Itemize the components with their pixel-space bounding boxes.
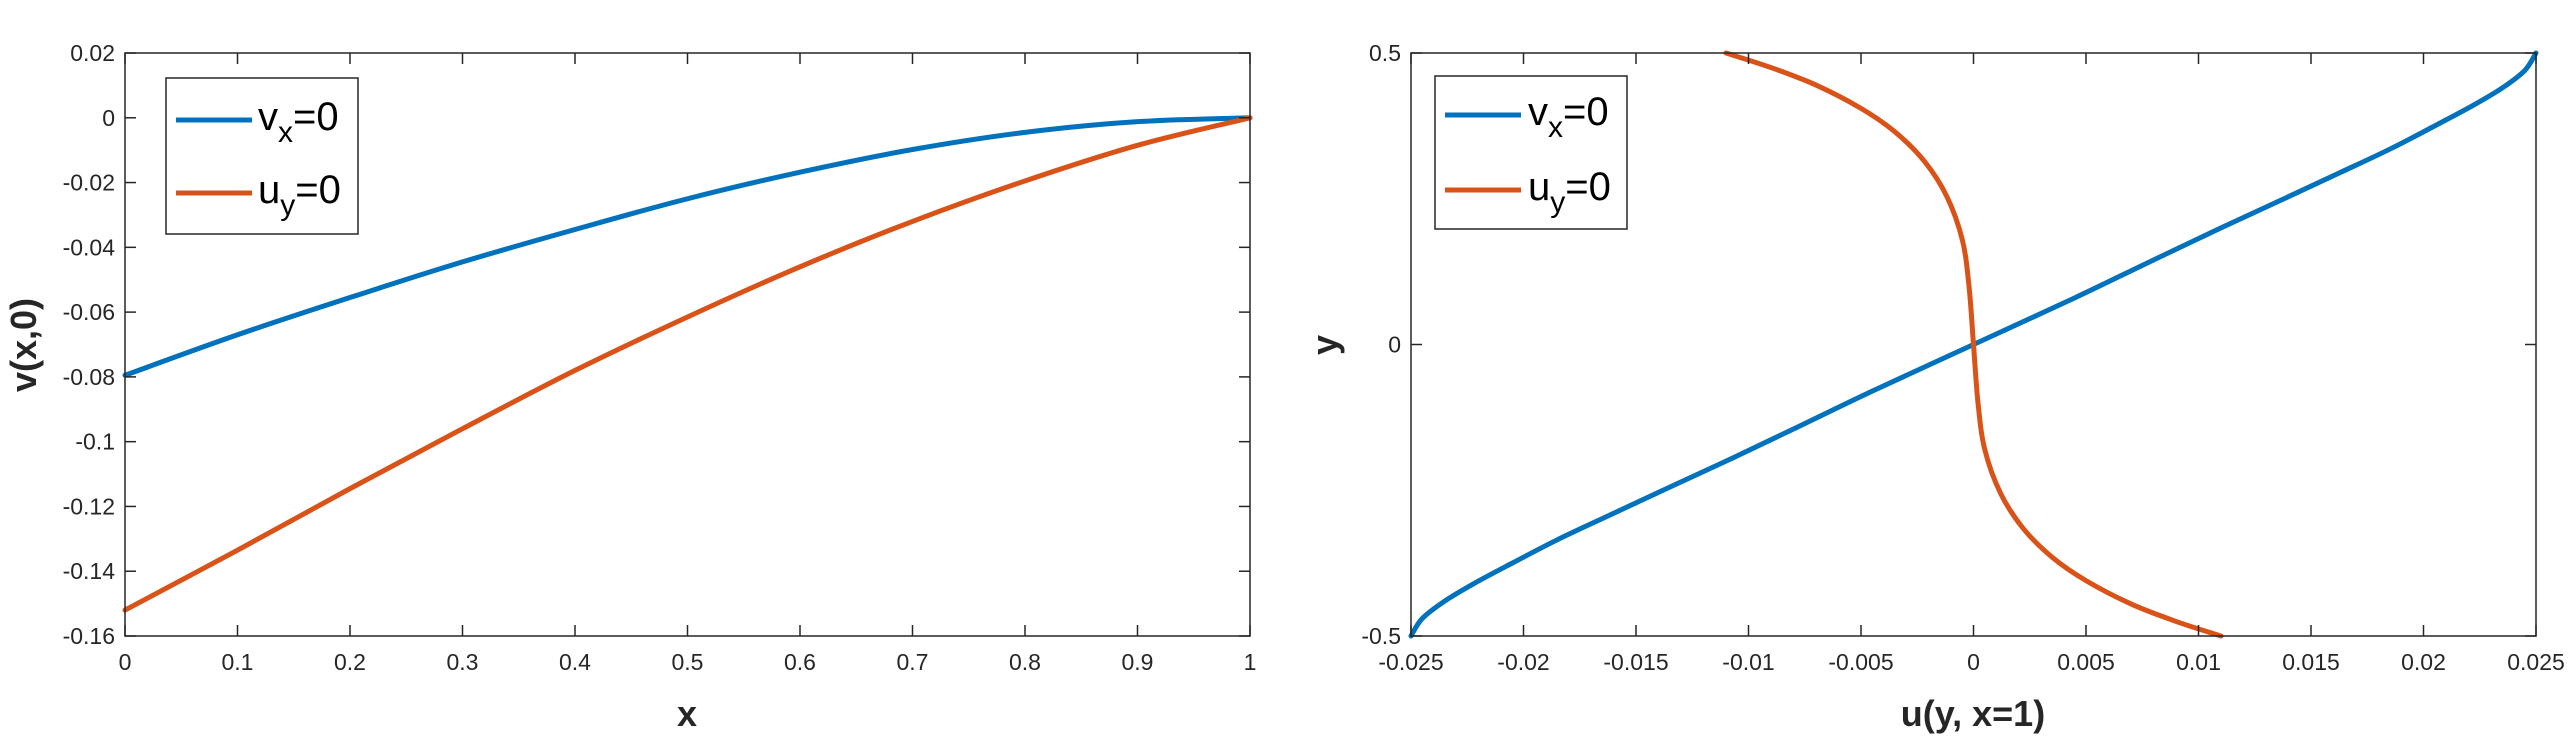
left-chart-x-axis-label: x <box>677 693 697 734</box>
left-chart-y-tick-label: -0.14 <box>63 558 116 584</box>
left-chart-series-line-1 <box>122 115 1253 378</box>
left-chart-y-tick-label: -0.08 <box>63 364 115 390</box>
left-chart-x-tick-label: 0.3 <box>447 649 479 675</box>
left-chart-x-tick-label: 0.2 <box>334 649 366 675</box>
left-chart-x-tick-label: 0 <box>119 649 132 675</box>
right-chart-x-tick-label: -0.015 <box>1603 649 1668 675</box>
right-chart-x-tick-label: -0.005 <box>1828 649 1893 675</box>
left-chart-y-tick-label: -0.12 <box>63 493 115 519</box>
left-chart-x-tick-label: 0.8 <box>1009 649 1041 675</box>
right-chart-series <box>1408 50 2539 639</box>
left-chart-x-tick-label: 0.4 <box>559 649 591 675</box>
left-chart-ticks: 0 0.1 0.2 0.3 0.4 0.5 0.6 0.7 0.8 0.9 1 -0.16 -0.14 -… <box>63 40 1257 675</box>
left-chart-legend-label-2: uy=0 <box>258 168 341 222</box>
right-chart-ticks: -0.025 -0.02 -0.015 -0.01 -0.005 0 0.005 0.01 0.… <box>1361 40 2564 675</box>
left-chart-x-tick-label: 0.1 <box>222 649 254 675</box>
right-chart: -0.025 -0.02 -0.015 -0.01 -0.005 0 0.005 0.01 0.… <box>1304 40 2565 734</box>
left-chart-legend-box <box>165 77 359 235</box>
right-chart-y-tick-label: 0 <box>1388 332 1401 358</box>
left-chart-series <box>122 115 1253 613</box>
right-chart-x-tick-label: 0.025 <box>2507 649 2565 675</box>
right-chart-x-tick-label: 0.005 <box>2057 649 2115 675</box>
left-chart: 0 0.1 0.2 0.3 0.4 0.5 0.6 0.7 0.8 0.9 1 -0.16 -0.14 -… <box>3 40 1256 734</box>
left-chart-y-tick-label: -0.02 <box>63 170 115 196</box>
left-chart-x-tick-label: 0.6 <box>784 649 816 675</box>
left-chart-y-tick-label: -0.16 <box>63 623 115 649</box>
left-chart-x-tick-label: 1 <box>1244 649 1257 675</box>
right-chart-legend-box <box>1434 75 1628 230</box>
right-chart-legend-label-1: vx=0 <box>1528 90 1609 144</box>
left-chart-y-tick-label: -0.06 <box>63 299 115 325</box>
left-chart-legend-label-1: vx=0 <box>258 95 339 149</box>
right-chart-x-tick-label: 0 <box>1967 649 1980 675</box>
right-chart-x-tick-label: -0.025 <box>1378 649 1443 675</box>
right-chart-x-tick-label: -0.01 <box>1722 649 1774 675</box>
left-chart-y-tick-label: 0 <box>102 105 115 131</box>
right-chart-x-tick-label: 0.02 <box>2401 649 2446 675</box>
right-chart-x-tick-label: 0.01 <box>2176 649 2221 675</box>
right-chart-y-tick-label: 0.5 <box>1369 40 1401 66</box>
right-chart-x-axis-label: u(y, x=1) <box>1901 693 2045 734</box>
right-chart-x-tick-label: -0.02 <box>1497 649 1549 675</box>
left-chart-x-tick-label: 0.9 <box>1122 649 1154 675</box>
left-chart-x-tick-label: 0.7 <box>897 649 929 675</box>
right-chart-legend: vx=0 uy=0 <box>1434 75 1628 230</box>
right-chart-y-axis-label: y <box>1304 335 1345 355</box>
left-chart-x-tick-label: 0.5 <box>672 649 704 675</box>
left-chart-y-tick-label: -0.1 <box>75 429 115 455</box>
left-chart-y-tick-label: -0.04 <box>63 234 116 260</box>
right-chart-legend-label-2: uy=0 <box>1528 165 1611 219</box>
right-chart-y-tick-label: -0.5 <box>1361 623 1401 649</box>
left-chart-y-axis-label: v(x,0) <box>3 298 44 392</box>
right-chart-x-tick-label: 0.015 <box>2282 649 2340 675</box>
left-chart-y-tick-label: 0.02 <box>70 40 115 66</box>
left-chart-series-line-2 <box>122 115 1253 613</box>
left-chart-legend: vx=0 uy=0 <box>165 77 359 235</box>
right-chart-series-line-2 <box>1723 50 2224 639</box>
